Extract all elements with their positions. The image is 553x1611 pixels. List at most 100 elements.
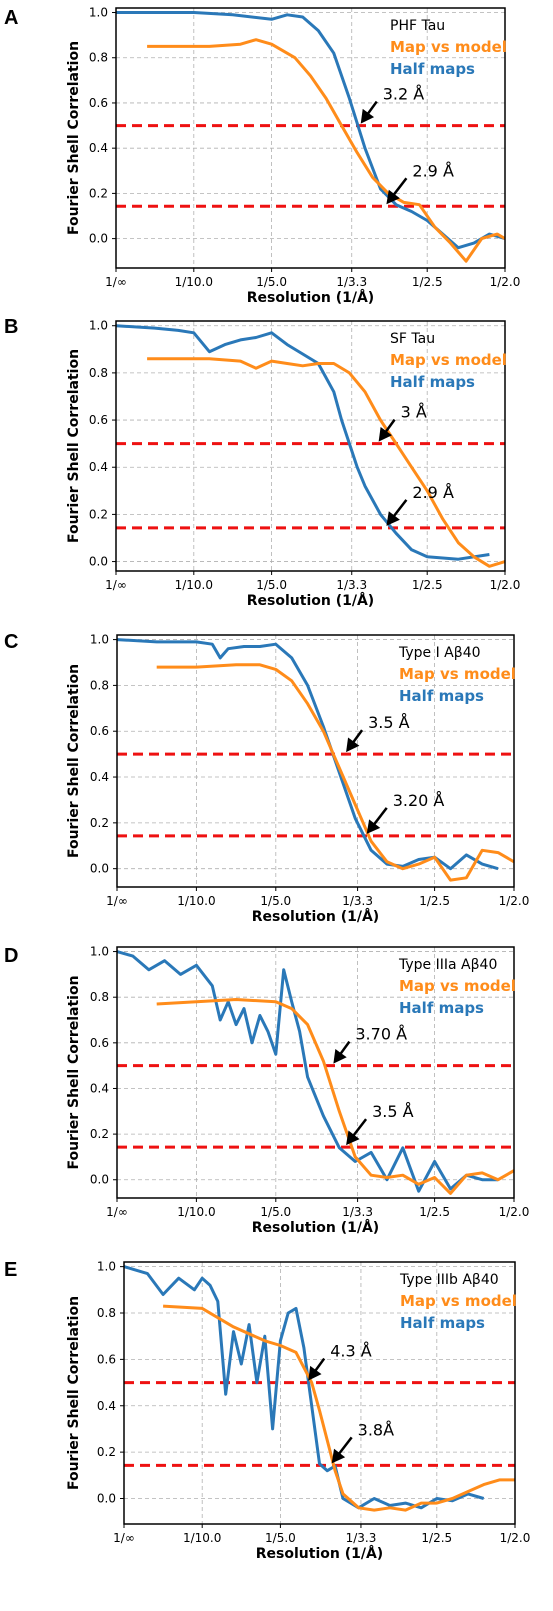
x-tick-label: 1/5.0 — [260, 894, 291, 908]
fsc-panel-b: B 1/∞ 1/10.0 1/5.0 1/3.3 1/2.5 1/2.0 0.0 0.2 0.4 0… — [4, 316, 520, 609]
legend-title: Type I Aβ40 — [398, 645, 481, 661]
series-half-maps — [124, 1265, 485, 1510]
y-axis-label: Fourier Shell Correlation — [66, 349, 82, 543]
x-tick-label: 1/2.0 — [490, 275, 521, 289]
y-tick-label: 0.2 — [89, 507, 108, 521]
series-map-vs-model — [156, 663, 514, 882]
x-tick-label: 1/3.3 — [342, 894, 373, 908]
annotation-label: 4.3 Å — [330, 1342, 372, 1361]
annotation-arrow-head — [366, 819, 381, 834]
annotation-arrow-head — [346, 1130, 360, 1146]
x-tick-label: 1/2.5 — [421, 1531, 452, 1545]
series-map-vs-model — [163, 1304, 515, 1512]
series-half-maps — [117, 950, 499, 1193]
legend-half-maps: Half maps — [399, 687, 484, 705]
annotation-arrow-head — [346, 737, 360, 753]
x-tick-label: 1/2.5 — [412, 578, 443, 592]
y-tick-label: 0.8 — [89, 366, 108, 380]
y-axis-label: Fourier Shell Correlation — [66, 664, 82, 858]
y-tick-label: 0.4 — [89, 460, 108, 474]
annotation-label: 3.70 Å — [355, 1025, 407, 1044]
y-tick-label: 0.4 — [97, 1399, 116, 1413]
x-tick-label: 1/∞ — [106, 1205, 128, 1219]
y-tick-label: 0.0 — [90, 862, 109, 876]
y-tick-label: 0.0 — [89, 232, 108, 246]
y-tick-label: 0.4 — [90, 1081, 109, 1095]
legend-map-vs-model: Map vs model — [399, 977, 516, 995]
legend-map-vs-model: Map vs model — [400, 1292, 517, 1310]
series-half-maps — [116, 11, 505, 250]
x-tick-label: 1/5.0 — [260, 1205, 291, 1219]
legend-half-maps: Half maps — [390, 373, 475, 391]
x-tick-label: 1/5.0 — [256, 578, 287, 592]
y-tick-label: 0.8 — [90, 990, 109, 1004]
panel-letter: A — [4, 7, 18, 29]
legend-half-maps: Half maps — [399, 999, 484, 1017]
annotation-arrow-head — [386, 189, 400, 205]
x-tick-label: 1/3.3 — [346, 1531, 377, 1545]
y-tick-label: 0.2 — [90, 816, 109, 830]
panel-letter: D — [4, 945, 18, 967]
x-tick-label: 1/10.0 — [175, 275, 213, 289]
x-axis-label: Resolution (1/Å) — [252, 908, 379, 925]
y-tick-label: 0.0 — [97, 1491, 116, 1505]
x-tick-label: 1/2.0 — [499, 1205, 530, 1219]
x-tick-label: 1/3.3 — [336, 275, 367, 289]
y-tick-label: 0.8 — [97, 1306, 116, 1320]
plot-frame — [115, 320, 506, 572]
annotation-label: 3 Å — [401, 403, 427, 422]
annotation-label: 3.20 Å — [393, 791, 445, 810]
x-tick-label: 1/5.0 — [256, 275, 287, 289]
x-tick-label: 1/10.0 — [177, 1205, 215, 1219]
y-tick-label: 0.8 — [89, 51, 108, 65]
series-map-vs-model — [147, 357, 505, 568]
y-tick-label: 0.2 — [97, 1445, 116, 1459]
annotation-label: 3.5 Å — [368, 713, 410, 732]
legend-title: Type IIIb Aβ40 — [399, 1272, 499, 1288]
y-tick-label: 0.6 — [90, 724, 109, 738]
legend-title: Type IIIa Aβ40 — [398, 957, 497, 973]
y-tick-label: 1.0 — [90, 633, 109, 647]
fsc-panel-e: E 1/∞ 1/10.0 1/5.0 1/3.3 1/2.5 1/2.0 0.0 0.2 0.4 0… — [4, 1259, 530, 1562]
x-tick-label: 1/2.5 — [412, 275, 443, 289]
y-axis-label: Fourier Shell Correlation — [66, 975, 82, 1169]
y-tick-label: 0.6 — [89, 413, 108, 427]
x-tick-label: 1/2.5 — [419, 1205, 450, 1219]
y-tick-label: 0.2 — [90, 1127, 109, 1141]
x-tick-label: 1/5.0 — [265, 1531, 296, 1545]
plot-frame — [116, 946, 515, 1199]
x-tick-label: 1/2.5 — [419, 894, 450, 908]
x-axis-label: Resolution (1/Å) — [247, 592, 374, 609]
plot-frame — [116, 634, 515, 888]
legend-half-maps: Half maps — [400, 1314, 485, 1332]
annotation-label: 2.9 Å — [412, 161, 454, 180]
x-tick-label: 1/3.3 — [342, 1205, 373, 1219]
annotation-arrow-head — [360, 108, 375, 124]
legend-map-vs-model: Map vs model — [399, 665, 516, 683]
annotation-label: 3.8Å — [358, 1420, 394, 1439]
x-axis-label: Resolution (1/Å) — [256, 1545, 383, 1562]
series-half-maps — [117, 638, 499, 871]
y-axis-label: Fourier Shell Correlation — [66, 41, 82, 235]
legend-map-vs-model: Map vs model — [390, 351, 507, 369]
y-tick-label: 0.0 — [90, 1173, 109, 1187]
series-map-vs-model — [156, 998, 514, 1195]
legend-title: SF Tau — [390, 331, 435, 347]
plot-frame — [123, 1261, 516, 1525]
x-axis-label: Resolution (1/Å) — [252, 1219, 379, 1236]
annotation-label: 3.5 Å — [372, 1102, 414, 1121]
y-tick-label: 0.8 — [90, 678, 109, 692]
panel-letter: B — [4, 316, 18, 338]
annotation-arrow-head — [378, 427, 392, 442]
fsc-panel-d: D 1/∞ 1/10.0 1/5.0 1/3.3 1/2.5 1/2.0 0.0 0.2 0.4 0… — [4, 945, 529, 1236]
annotation-arrow-head — [386, 511, 400, 526]
y-tick-label: 1.0 — [90, 945, 109, 959]
fsc-panel-c: C 1/∞ 1/10.0 1/5.0 1/3.3 1/2.5 1/2.0 0.0 0.2 0.4 0… — [4, 631, 529, 925]
series-map-vs-model — [147, 38, 505, 263]
panel-letter: C — [4, 631, 18, 653]
fsc-panel-a: A 1/∞ 1/10.0 1/5.0 1/3.3 1/2.5 1/2.0 0.0 0.2 0.4 0… — [4, 6, 520, 306]
y-axis-label: Fourier Shell Correlation — [66, 1296, 82, 1490]
x-tick-label: 1/∞ — [105, 578, 127, 592]
annotation-label: 3.2 Å — [383, 85, 425, 104]
y-tick-label: 0.6 — [90, 1036, 109, 1050]
